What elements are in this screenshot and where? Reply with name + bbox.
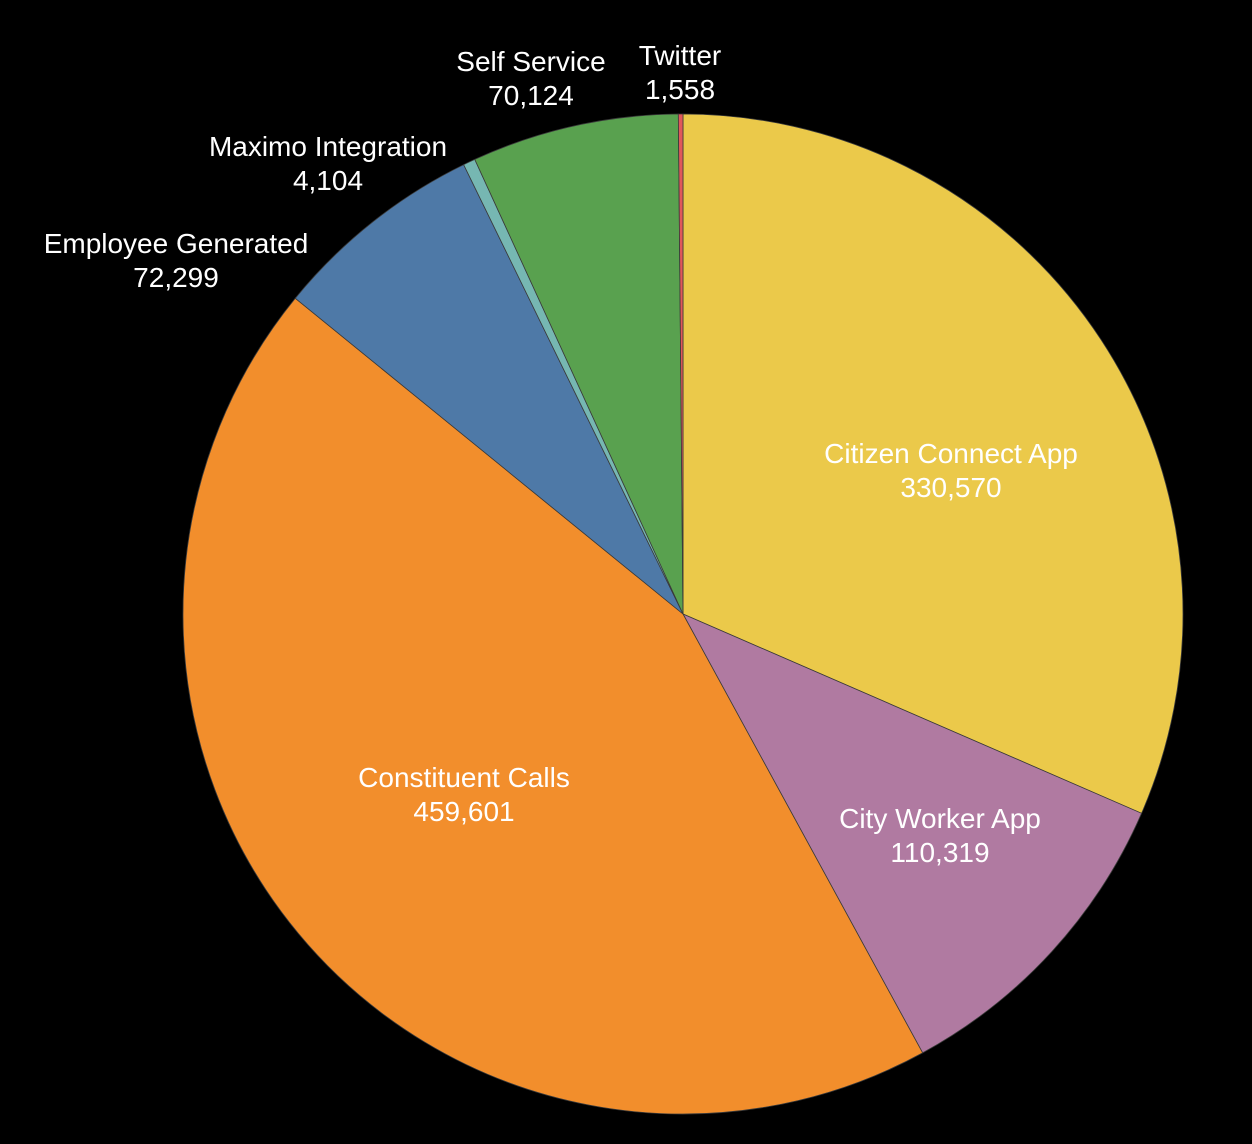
pie-slice-self-service bbox=[474, 113, 684, 615]
pie-labels: Citizen Connect App 330,570 City Worker Ap… bbox=[44, 40, 1078, 868]
pie-label-value: 4,104 bbox=[293, 165, 363, 196]
pie-label-value: 459,601 bbox=[413, 796, 514, 827]
pie-label-name: Constituent Calls bbox=[358, 762, 570, 793]
pie-label-value: 1,558 bbox=[645, 74, 715, 105]
pie-label-value: 70,124 bbox=[488, 80, 574, 111]
pie-slice-citizen-connect-app bbox=[682, 113, 1184, 814]
pie-slice-city-worker-app bbox=[682, 613, 1143, 1054]
pie-slice-employee-generated bbox=[294, 164, 684, 615]
pie-slice-constituent-calls bbox=[182, 297, 924, 1115]
pie-label-name: Employee Generated bbox=[44, 228, 309, 259]
pie-label-name: City Worker App bbox=[839, 803, 1041, 834]
pie-label-value: 72,299 bbox=[133, 262, 219, 293]
pie-label-employee-generated: Employee Generated 72,299 bbox=[44, 228, 309, 293]
pie-label-value: 110,319 bbox=[890, 837, 989, 868]
pie-label-constituent-calls: Constituent Calls 459,601 bbox=[358, 762, 570, 827]
pie-label-city-worker-app: City Worker App 110,319 bbox=[839, 803, 1041, 868]
pie-label-maximo-integration: Maximo Integration 4,104 bbox=[209, 131, 447, 196]
pie-label-name: Self Service bbox=[456, 46, 605, 77]
pie-label-citizen-connect-app: Citizen Connect App 330,570 bbox=[824, 438, 1078, 503]
pie-label-name: Maximo Integration bbox=[209, 131, 447, 162]
pie-label-name: Citizen Connect App bbox=[824, 438, 1078, 469]
pie-label-self-service: Self Service 70,124 bbox=[456, 46, 605, 111]
pie-label-name: Twitter bbox=[639, 40, 721, 71]
pie-label-value: 330,570 bbox=[900, 472, 1001, 503]
pie-label-twitter: Twitter 1,558 bbox=[639, 40, 721, 105]
pie-slices bbox=[182, 113, 1184, 1115]
pie-slice-twitter bbox=[677, 113, 684, 615]
